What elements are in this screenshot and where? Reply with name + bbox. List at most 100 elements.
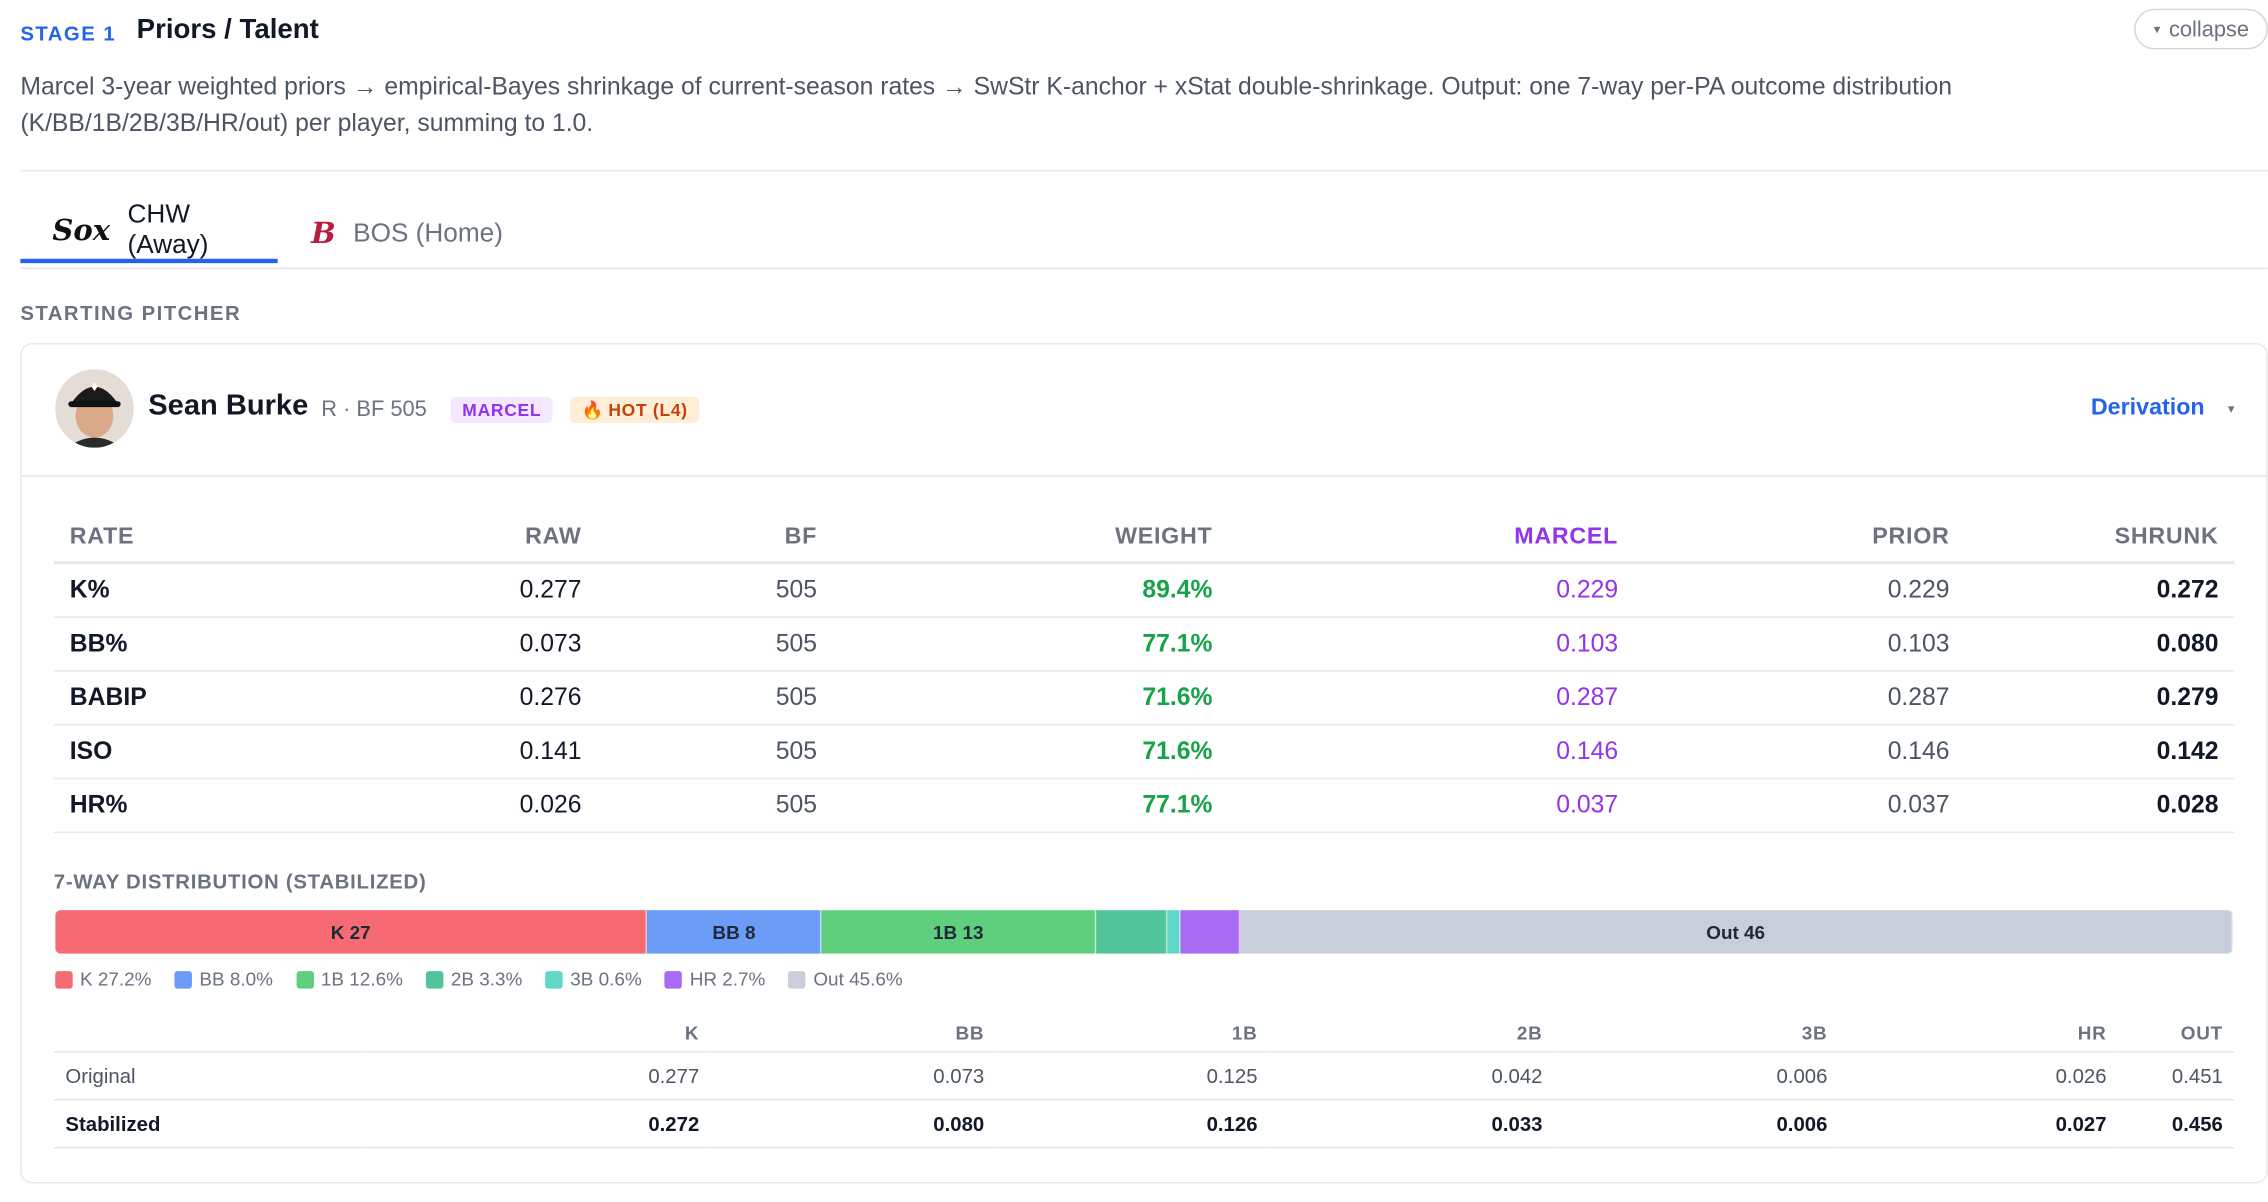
row-label: Original <box>53 1051 368 1101</box>
raw-value: 0.073 <box>347 617 598 672</box>
hot-badge-label: HOT (L4) <box>608 399 688 421</box>
legend-item-2b: 2B 3.3% <box>426 968 522 990</box>
tab-bos-home[interactable]: B BOS (Home) <box>311 201 503 265</box>
bb-value: 0.073 <box>710 1051 996 1101</box>
legend-swatch <box>296 970 314 988</box>
pitcher-card: Sean Burke R · BF 505 MARCEL 🔥 HOT (L4) … <box>20 343 2268 1184</box>
bar-segment-bb: BB 8 <box>647 910 822 954</box>
k-value: 0.277 <box>367 1051 711 1101</box>
legend-label: 3B 0.6% <box>570 968 642 991</box>
out-value: 0.451 <box>2118 1051 2235 1101</box>
legend-item-k: K 27.2% <box>55 968 151 990</box>
shrunk-value: 0.080 <box>1965 617 2235 672</box>
rate-name: HR% <box>53 778 348 834</box>
legend-label: BB 8.0% <box>199 968 273 991</box>
weight-value: 77.1% <box>833 778 1229 834</box>
raw-value: 0.277 <box>347 562 598 618</box>
hr-value: 0.027 <box>1839 1099 2119 1149</box>
weight-value: 71.6% <box>833 670 1229 726</box>
table-row: HR% 0.026 505 77.1% 0.037 0.037 0.028 <box>53 778 2235 834</box>
col-header-3b: 3B <box>1554 1013 1840 1053</box>
legend-swatch <box>426 970 444 988</box>
3b-value: 0.006 <box>1554 1051 1840 1101</box>
col-header-2b: 2B <box>1269 1013 1555 1053</box>
3b-value: 0.006 <box>1554 1099 1840 1149</box>
legend-item-3b: 3B 0.6% <box>545 968 642 991</box>
distribution-title: 7-WAY DISTRIBUTION (STABILIZED) <box>53 869 427 893</box>
1b-value: 0.126 <box>995 1099 1270 1149</box>
prior-value: 0.146 <box>1634 724 1966 780</box>
prior-value: 0.229 <box>1634 562 1966 618</box>
derivation-toggle[interactable]: Derivation ▾ <box>2091 395 2235 421</box>
col-header-weight: WEIGHT <box>833 514 1229 565</box>
distribution-legend: K 27.2% BB 8.0% 1B 12.6% 2B 3.3% 3B 0.6% HR 2… <box>55 968 903 991</box>
shrunk-value: 0.028 <box>1965 778 2235 834</box>
legend-label: K 27.2% <box>79 968 152 991</box>
1b-value: 0.125 <box>995 1051 1270 1101</box>
legend-label: HR 2.7% <box>689 968 766 991</box>
avatar <box>55 369 134 448</box>
derivation-label: Derivation <box>2090 395 2205 421</box>
bar-segment-hr <box>1181 910 1240 954</box>
bf-value: 505 <box>597 562 834 618</box>
red-sox-logo-icon: B <box>311 215 336 251</box>
hot-badge: 🔥 HOT (L4) <box>569 396 700 424</box>
rates-table: RATE RAW BF WEIGHT MARCEL PRIOR SHRUNK K… <box>53 514 2235 834</box>
rate-name: BABIP <box>53 670 348 726</box>
table-row: Original 0.277 0.073 0.125 0.042 0.006 0… <box>53 1051 2235 1101</box>
bf-value: 505 <box>597 724 834 780</box>
raw-value: 0.141 <box>347 724 598 780</box>
distribution-bar: K 27 BB 8 1B 13 Out 46 <box>55 910 2233 954</box>
marcel-value: 0.037 <box>1228 778 1635 834</box>
bf-value: 505 <box>597 778 834 834</box>
rates-header-row: RATE RAW BF WEIGHT MARCEL PRIOR SHRUNK <box>53 514 2235 565</box>
shrunk-value: 0.142 <box>1965 724 2235 780</box>
marcel-value: 0.229 <box>1228 562 1635 618</box>
table-row: ISO 0.141 505 71.6% 0.146 0.146 0.142 <box>53 724 2235 780</box>
2b-value: 0.033 <box>1269 1099 1555 1149</box>
stage-title: Priors / Talent <box>136 14 319 46</box>
distribution-table: K BB 1B 2B 3B HR OUT Original 0.277 0.07… <box>53 1013 2235 1149</box>
legend-swatch <box>174 970 193 988</box>
bar-segment-3b <box>1168 910 1182 954</box>
bar-segment-2b <box>1096 910 1169 954</box>
collapse-button[interactable]: ▾ collapse <box>2134 8 2268 50</box>
col-header-out: OUT <box>2118 1013 2235 1053</box>
rate-name: ISO <box>53 724 348 780</box>
col-header-raw: RAW <box>347 514 598 565</box>
stage-header: STAGE 1 Priors / Talent ▾ collapse <box>20 8 2268 53</box>
white-sox-logo-icon: Sox <box>52 212 111 248</box>
legend-item-out: Out 45.6% <box>788 968 903 990</box>
team-tabs: Sox CHW (Away) B BOS (Home) <box>20 199 2268 269</box>
bar-segment-1b: 1B 13 <box>821 910 1097 954</box>
legend-swatch <box>545 970 564 988</box>
col-header-shrunk: SHRUNK <box>1965 514 2235 565</box>
bar-segment-out: Out 46 <box>1239 910 2233 954</box>
bf-value: 505 <box>597 617 834 672</box>
2b-value: 0.042 <box>1269 1051 1555 1101</box>
col-header-marcel: MARCEL <box>1228 514 1635 565</box>
legend-item-bb: BB 8.0% <box>174 968 273 991</box>
marcel-badge: MARCEL <box>450 396 553 424</box>
legend-swatch <box>788 970 807 988</box>
prior-value: 0.037 <box>1634 778 1966 834</box>
rate-name: K% <box>53 562 348 618</box>
col-header-bb: BB <box>710 1013 996 1053</box>
table-row: BB% 0.073 505 77.1% 0.103 0.103 0.080 <box>53 617 2235 672</box>
raw-value: 0.026 <box>347 778 598 834</box>
stage-description: Marcel 3-year weighted priors → empirica… <box>20 72 1952 137</box>
prior-value: 0.103 <box>1634 617 1966 672</box>
collapse-label: collapse <box>2169 16 2250 42</box>
legend-label: 1B 12.6% <box>320 968 403 991</box>
k-value: 0.272 <box>367 1099 711 1149</box>
weight-value: 71.6% <box>833 724 1229 780</box>
table-row: Stabilized 0.272 0.080 0.126 0.033 0.006… <box>53 1099 2235 1149</box>
bf-value: 505 <box>597 670 834 726</box>
divider <box>20 170 2268 172</box>
weight-value: 77.1% <box>833 617 1229 672</box>
tab-chw-away[interactable]: Sox CHW (Away) <box>20 199 278 264</box>
weight-value: 89.4% <box>833 562 1229 618</box>
legend-item-1b: 1B 12.6% <box>296 968 403 990</box>
tab-label: CHW (Away) <box>127 199 209 259</box>
distribution-header-row: K BB 1B 2B 3B HR OUT <box>53 1013 2235 1053</box>
